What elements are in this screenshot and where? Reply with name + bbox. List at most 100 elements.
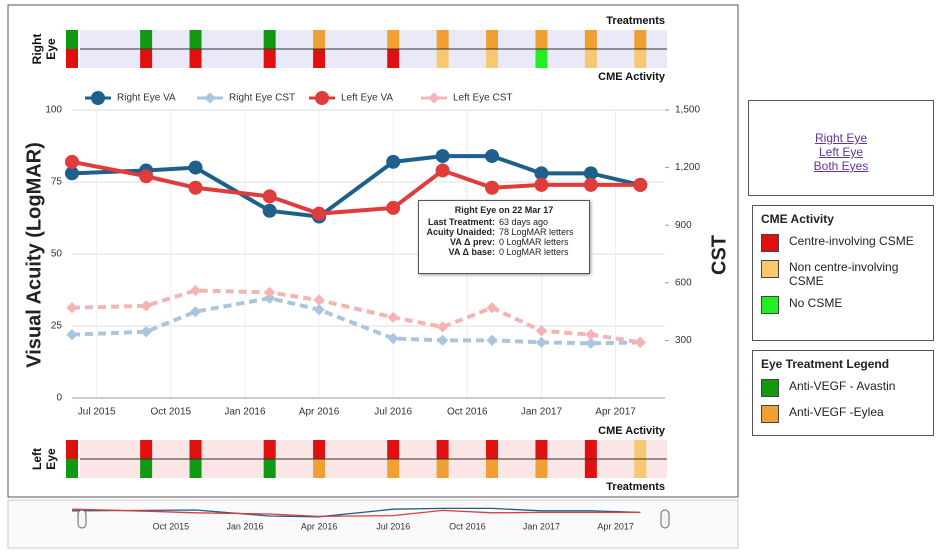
- strip-cell: [535, 49, 548, 68]
- y2-axis-title: CST: [708, 235, 730, 275]
- strip-cell: [263, 30, 276, 49]
- strip-cell: [387, 440, 400, 459]
- navigator-frame: [7, 499, 739, 549]
- strip-cell: [436, 440, 449, 459]
- tooltip-row: VA Δ base: 0 LogMAR letters: [423, 247, 585, 257]
- tooltip-value: 0 LogMAR letters: [499, 237, 569, 247]
- strip-cell: [387, 49, 400, 68]
- strip-cell: [584, 49, 597, 68]
- strip-cell: [584, 459, 597, 478]
- legend-title: CME Activity: [761, 212, 834, 226]
- tooltip: Right Eye on 22 Mar 17 Last Treatment: 63 …: [418, 200, 590, 274]
- strip-cell: [66, 459, 78, 478]
- cst-marker: [140, 300, 152, 312]
- strip-cell: [584, 30, 597, 49]
- cst-marker: [189, 305, 202, 318]
- cst-marker: [189, 284, 202, 297]
- strip-cell: [313, 459, 326, 478]
- strip-cell: [66, 30, 78, 49]
- strip-cell: [387, 30, 400, 49]
- cst-marker: [634, 336, 646, 348]
- va-marker: [534, 177, 549, 192]
- cst-marker: [486, 302, 498, 314]
- y2-tick-label: 900: [675, 220, 692, 231]
- cst-marker: [313, 304, 325, 316]
- tooltip-key: VA Δ base:: [448, 247, 495, 257]
- strip-eye-label: Eye: [44, 448, 58, 470]
- tooltip-key: Last Treatment:: [427, 217, 495, 227]
- strip-cell: [486, 49, 499, 68]
- cst-marker: [585, 337, 597, 349]
- cst-marker: [486, 334, 498, 347]
- legend-marker: [91, 91, 105, 105]
- strip-cell: [436, 49, 449, 68]
- navigator-label: Oct 2015: [153, 521, 190, 531]
- eye-link[interactable]: Right Eye: [814, 131, 868, 145]
- tooltip-row: VA Δ prev: 0 LogMAR letters: [423, 237, 585, 247]
- strip-cell: [313, 49, 326, 68]
- va-marker: [262, 203, 277, 218]
- strip-cell: [140, 440, 153, 459]
- strip-cell: [189, 440, 202, 459]
- va-marker: [435, 149, 450, 164]
- chart-frame: [7, 4, 739, 498]
- y2-tick-label: 300: [675, 335, 692, 346]
- strip-cell: [436, 30, 449, 49]
- x-tick-label: Oct 2016: [447, 407, 488, 418]
- tooltip-row: Last Treatment: 63 days ago: [423, 217, 585, 227]
- legend-item: Anti-VEGF -Eylea: [761, 405, 925, 423]
- va-marker: [386, 154, 401, 169]
- x-tick-label: Jul 2016: [374, 407, 412, 418]
- strip-cell: [634, 49, 647, 68]
- cst-marker: [535, 336, 548, 348]
- strip-cell: [387, 459, 400, 478]
- cst-marker: [535, 325, 548, 337]
- legend-marker: [315, 91, 329, 105]
- cst-marker: [140, 326, 152, 338]
- y2-tick-label: 1,500: [675, 105, 700, 116]
- cme-legend: CME Activity Centre-involving CSME Non cen…: [752, 205, 934, 341]
- legend-label: No CSME: [789, 296, 843, 310]
- navigator-label: Apr 2016: [301, 521, 338, 531]
- y-tick-label: 75: [51, 177, 63, 188]
- strip-eye-label: Left: [30, 448, 44, 470]
- va-marker: [65, 154, 79, 169]
- tooltip-title: Right Eye on 22 Mar 17: [454, 205, 554, 215]
- va-marker: [534, 166, 549, 181]
- strip-eye-label: Eye: [44, 38, 58, 60]
- navigator-line: [71, 507, 641, 518]
- navigator-line: [71, 508, 641, 518]
- legend-item: Centre-involving CSME: [761, 234, 925, 252]
- va-marker: [188, 160, 203, 175]
- eye-link[interactable]: Both Eyes: [813, 159, 869, 173]
- eye-links: Right Eye Left Eye Both Eyes: [748, 100, 934, 196]
- strip-cell: [189, 30, 202, 49]
- strip-cell: [535, 440, 548, 459]
- y-axis-title: Visual Acuity (LogMAR): [23, 142, 45, 368]
- legend-label: Non centre-involving CSME: [789, 260, 899, 288]
- navigator-label: Jan 2017: [523, 521, 560, 531]
- cst-marker: [387, 332, 399, 345]
- legend-label: Right Eye CST: [229, 93, 295, 104]
- va-marker: [485, 149, 500, 164]
- strip-cell: [634, 30, 647, 49]
- strip-cell: [140, 30, 153, 49]
- navigator-label: Jul 2016: [376, 521, 410, 531]
- legend-label: Anti-VEGF -Eylea: [789, 405, 884, 419]
- strip-cell: [486, 440, 499, 459]
- legend-label: Right Eye VA: [117, 93, 176, 104]
- strip-cell: [263, 459, 276, 478]
- x-tick-label: Jan 2017: [521, 407, 563, 418]
- strip-eye-label: Right: [30, 34, 44, 65]
- strip-cell: [535, 459, 548, 478]
- strip-cell: [140, 49, 153, 68]
- eye-link[interactable]: Left Eye: [818, 145, 864, 159]
- strip-cell: [66, 440, 78, 459]
- cst-marker: [436, 334, 449, 347]
- legend-swatch: [761, 234, 779, 252]
- strip-cell: [189, 459, 202, 478]
- va-marker: [312, 206, 327, 221]
- legend-label: Left Eye VA: [341, 93, 393, 104]
